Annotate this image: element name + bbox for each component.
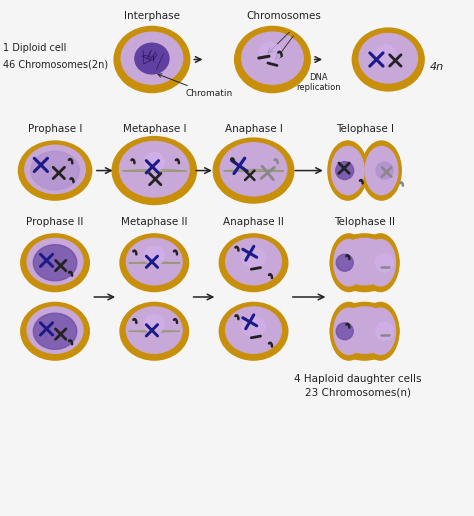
Ellipse shape: [33, 313, 77, 349]
Ellipse shape: [362, 234, 399, 292]
Ellipse shape: [359, 34, 418, 83]
Ellipse shape: [376, 45, 395, 63]
Text: 4n: 4n: [430, 61, 444, 72]
Ellipse shape: [27, 238, 83, 285]
Ellipse shape: [337, 307, 392, 353]
Text: Chromatin: Chromatin: [158, 74, 232, 99]
Ellipse shape: [330, 234, 399, 292]
Ellipse shape: [336, 322, 353, 340]
Ellipse shape: [119, 141, 189, 197]
Ellipse shape: [120, 302, 189, 360]
Ellipse shape: [365, 308, 395, 354]
Ellipse shape: [365, 239, 395, 286]
Ellipse shape: [328, 141, 367, 200]
Text: Interphase: Interphase: [124, 11, 180, 21]
Ellipse shape: [145, 315, 164, 334]
Ellipse shape: [21, 234, 89, 292]
Ellipse shape: [145, 246, 164, 265]
Text: Metaphase I: Metaphase I: [123, 124, 186, 134]
Ellipse shape: [112, 137, 196, 204]
Ellipse shape: [331, 147, 364, 195]
Ellipse shape: [365, 147, 398, 195]
Ellipse shape: [31, 151, 79, 190]
Ellipse shape: [330, 302, 367, 360]
Ellipse shape: [336, 254, 353, 271]
Ellipse shape: [352, 28, 424, 91]
Text: 23 Chromosomes(n): 23 Chromosomes(n): [304, 388, 410, 398]
Text: Chromosomes: Chromosomes: [247, 11, 322, 21]
Text: Anaphase II: Anaphase II: [223, 217, 284, 227]
Text: Prophase I: Prophase I: [28, 124, 82, 134]
Ellipse shape: [242, 248, 265, 268]
Text: 4 Haploid daughter cells: 4 Haploid daughter cells: [294, 374, 421, 383]
Ellipse shape: [120, 234, 189, 292]
Text: DNA
replication: DNA replication: [296, 73, 341, 92]
Ellipse shape: [33, 245, 77, 281]
Text: 1 Diploid cell: 1 Diploid cell: [3, 43, 66, 53]
Text: Telophase I: Telophase I: [336, 124, 393, 134]
Ellipse shape: [114, 26, 190, 92]
Ellipse shape: [219, 234, 288, 292]
Ellipse shape: [376, 162, 393, 179]
Text: 46 Chromosomes(2n): 46 Chromosomes(2n): [3, 59, 108, 69]
Ellipse shape: [21, 302, 89, 360]
Ellipse shape: [220, 143, 287, 196]
Ellipse shape: [135, 43, 169, 74]
Ellipse shape: [375, 322, 393, 340]
Ellipse shape: [235, 26, 310, 92]
Ellipse shape: [127, 307, 182, 353]
Ellipse shape: [362, 141, 401, 200]
Ellipse shape: [127, 238, 182, 285]
Ellipse shape: [226, 307, 282, 353]
Ellipse shape: [18, 141, 91, 200]
Ellipse shape: [337, 238, 392, 285]
Text: Metaphase II: Metaphase II: [121, 217, 188, 227]
Ellipse shape: [25, 146, 85, 194]
Ellipse shape: [330, 302, 399, 360]
Ellipse shape: [226, 238, 282, 285]
Text: Telophase II: Telophase II: [334, 217, 395, 227]
Ellipse shape: [336, 162, 354, 180]
Ellipse shape: [242, 317, 265, 336]
Ellipse shape: [375, 254, 393, 272]
Ellipse shape: [213, 138, 294, 203]
Ellipse shape: [334, 308, 364, 354]
Ellipse shape: [242, 32, 303, 84]
Ellipse shape: [362, 302, 399, 360]
Text: Prophase II: Prophase II: [27, 217, 84, 227]
Text: Anaphase I: Anaphase I: [225, 124, 283, 134]
Ellipse shape: [121, 32, 182, 84]
Ellipse shape: [27, 307, 83, 353]
Ellipse shape: [330, 234, 367, 292]
Ellipse shape: [259, 42, 281, 62]
Ellipse shape: [219, 302, 288, 360]
Ellipse shape: [145, 153, 164, 171]
Ellipse shape: [334, 239, 364, 286]
